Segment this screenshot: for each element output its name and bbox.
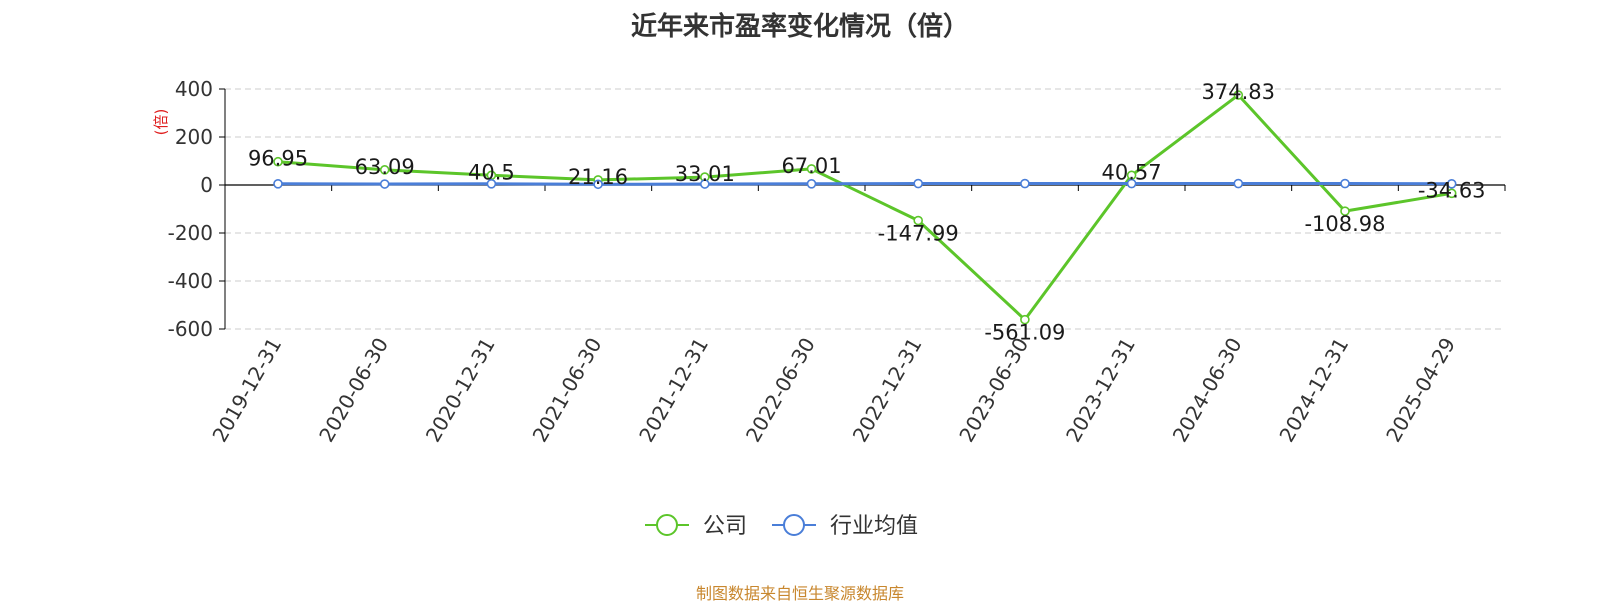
x-tick-label: 2022-12-31 (848, 334, 927, 447)
x-tick-label: 2021-12-31 (634, 334, 713, 447)
y-tick-label: -400 (168, 269, 213, 293)
industry-point (273, 179, 283, 189)
company-series-line (277, 93, 1452, 322)
data-label: -108.98 (1304, 212, 1385, 236)
y-tick-label: 0 (200, 173, 213, 197)
industry-series-line (277, 182, 1452, 186)
data-label: 21.16 (568, 165, 628, 189)
data-label: 374.83 (1202, 80, 1275, 104)
legend-label: 公司 (703, 514, 747, 539)
company-point (806, 164, 817, 174)
y-axis-title: (倍) (152, 109, 170, 136)
company-point (1020, 314, 1030, 325)
x-tick-label: 2022-06-30 (741, 334, 820, 447)
x-tick-label: 2019-12-31 (207, 334, 286, 447)
industry-point (1446, 179, 1457, 189)
y-tick-label: 200 (175, 125, 213, 149)
legend-item-company[interactable]: 公司 (645, 514, 747, 539)
x-tick-label: 2020-06-30 (314, 334, 393, 447)
industry-point (1126, 178, 1137, 189)
legend-item-industry[interactable]: 行业均值 (772, 514, 918, 539)
industry-point (1233, 178, 1244, 189)
series-lines (273, 90, 1457, 325)
x-tick-label: 2025-04-29 (1381, 334, 1460, 447)
chart-title: 近年来市盈率变化情况（倍） (630, 12, 969, 42)
y-tick-label: -200 (168, 221, 213, 245)
industry-point (913, 178, 924, 189)
company-point (1233, 90, 1244, 100)
company-point (1340, 206, 1350, 216)
company-point (273, 156, 283, 167)
data-label: -561.09 (984, 321, 1065, 345)
data-label: 33.01 (675, 162, 735, 186)
y-tick-label: -600 (168, 317, 213, 341)
industry-point (379, 179, 390, 189)
legend[interactable]: 公司 行业均值 (645, 514, 918, 539)
industry-point (1020, 178, 1030, 189)
data-source-note: 制图数据来自恒生聚源数据库 (695, 584, 904, 603)
data-label: 40.5 (468, 160, 515, 184)
company-point (1446, 188, 1457, 199)
grid-lines (225, 88, 1505, 330)
company-point (379, 165, 390, 175)
industry-point (699, 179, 710, 189)
industry-point (1340, 178, 1350, 189)
x-tick-label: 2020-12-31 (421, 334, 500, 447)
legend-circle-icon (783, 514, 805, 536)
x-tick-label: 2024-06-30 (1168, 334, 1247, 447)
data-label: -34.63 (1418, 178, 1486, 202)
y-tick-label: 400 (175, 77, 213, 101)
data-label: 63.09 (355, 155, 415, 179)
data-label: -147.99 (878, 222, 959, 246)
legend-label: 行业均值 (830, 514, 918, 539)
legend-circle-icon (656, 514, 678, 536)
data-label: 40.57 (1102, 160, 1162, 184)
data-label: 96.95 (248, 147, 308, 171)
x-tick-label: 2023-06-30 (954, 334, 1033, 447)
data-labels: 96.95 63.09 40.5 21.16 33.01 67.01 -147.99 -561… (248, 80, 1486, 345)
x-tick-label: 2023-12-31 (1061, 334, 1140, 447)
axes: 400 200 0 -200 -400 -600 (倍) 2019-12-31 2020-06-… (152, 77, 1506, 447)
x-tick-label: 2024-12-31 (1274, 334, 1353, 447)
industry-point (486, 179, 497, 189)
company-point (913, 215, 924, 226)
x-tick-label: 2021-06-30 (528, 334, 607, 447)
data-label: 67.01 (781, 154, 841, 178)
industry-point (593, 179, 603, 190)
industry-point (806, 179, 817, 189)
